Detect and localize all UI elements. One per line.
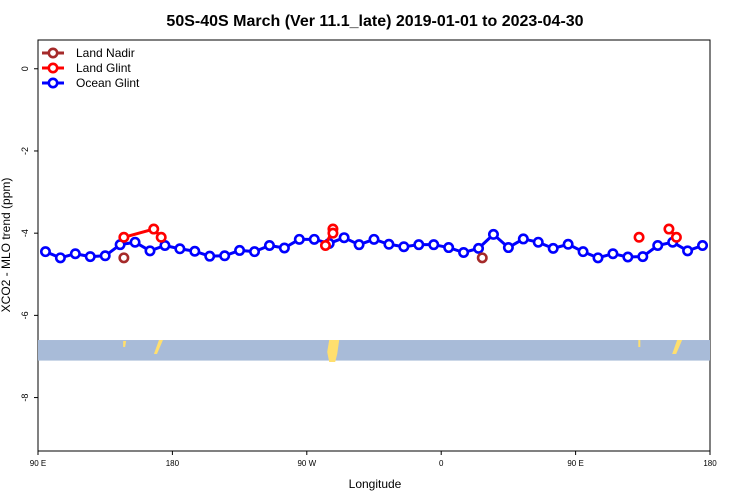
data-point-ocean-glint: [473, 242, 485, 254]
data-point-ocean-glint: [263, 240, 275, 252]
land-blob-2: [153, 340, 163, 355]
x-tick-label: 90 W: [297, 459, 316, 468]
data-point-land-glint: [633, 231, 645, 243]
data-point-ocean-glint: [99, 250, 111, 262]
plot-frame: [37, 39, 711, 452]
land-blob-3: [327, 340, 340, 363]
legend-label-ocean-glint: Ocean Glint: [76, 76, 140, 90]
data-point-land-glint: [670, 231, 682, 243]
data-point-ocean-glint: [413, 239, 425, 251]
chart-title: 50S-40S March (Ver 11.1_late) 2019-01-01…: [166, 13, 583, 30]
legend-marker-land-glint: [47, 62, 59, 74]
data-point-ocean-glint: [547, 242, 559, 254]
data-point-land-glint: [118, 231, 130, 243]
x-tick-label: 180: [166, 459, 180, 468]
y-axis: 0 -2 -4 -6 -8: [20, 66, 38, 402]
data-point-ocean-glint: [308, 233, 320, 245]
y-tick-label: -6: [20, 311, 30, 319]
data-point-ocean-glint: [293, 233, 305, 245]
data-point-land-glint: [663, 223, 675, 235]
x-axis-label: Longitude: [349, 477, 402, 491]
data-point-ocean-glint: [69, 248, 81, 260]
data-point-ocean-glint: [338, 232, 350, 244]
data-point-ocean-glint: [562, 238, 574, 250]
data-point-ocean-glint: [458, 246, 470, 258]
data-point-ocean-glint: [129, 236, 141, 248]
legend-item-ocean-glint: Ocean Glint: [42, 76, 140, 90]
data-point-land-nadir: [476, 252, 488, 264]
legend-label-land-glint: Land Glint: [76, 61, 131, 75]
data-point-ocean-glint: [398, 241, 410, 253]
data-point-ocean-glint: [234, 244, 246, 256]
data-point-ocean-glint: [219, 250, 231, 262]
land-blob-4: [638, 340, 641, 348]
series-land-glint: [118, 223, 682, 252]
data-point-ocean-glint: [144, 245, 156, 257]
data-point-land-glint: [319, 240, 331, 252]
data-point-ocean-glint: [652, 240, 664, 252]
land-blob-1: [123, 341, 127, 348]
series-ocean-glint: [39, 228, 709, 264]
x-axis: 90 E 180 90 W 0 90 E 180: [30, 451, 717, 468]
land-blobs: [123, 340, 683, 363]
data-point-ocean-glint: [443, 242, 455, 254]
data-point-ocean-glint: [607, 248, 619, 260]
legend-label-land-nadir: Land Nadir: [76, 46, 135, 60]
data-point-ocean-glint: [383, 238, 395, 250]
data-point-ocean-glint: [697, 240, 709, 252]
data-point-ocean-glint: [249, 246, 261, 258]
legend-item-land-nadir: Land Nadir: [42, 46, 135, 60]
data-point-land-glint: [155, 231, 167, 243]
data-point-ocean-glint: [622, 251, 634, 263]
legend-item-land-glint: Land Glint: [42, 61, 131, 75]
data-point-ocean-glint: [517, 233, 529, 245]
x-tick-label: 90 E: [567, 459, 583, 468]
x-tick-label: 180: [703, 459, 717, 468]
data-point-ocean-glint: [637, 251, 649, 263]
data-point-land-glint: [148, 223, 160, 235]
data-point-ocean-glint: [428, 239, 440, 251]
legend-marker-ocean-glint: [47, 77, 59, 89]
series-layer: [39, 223, 709, 264]
data-point-ocean-glint: [368, 233, 380, 245]
y-tick-label: -4: [20, 229, 30, 237]
data-point-ocean-glint: [174, 243, 186, 255]
y-tick-label: 0: [20, 66, 30, 71]
data-point-ocean-glint: [278, 242, 290, 254]
x-tick-label: 0: [439, 459, 444, 468]
land-blob-5: [672, 340, 683, 355]
data-point-land-glint: [327, 227, 339, 239]
data-point-ocean-glint: [502, 242, 514, 254]
data-point-ocean-glint: [592, 252, 604, 264]
series-land-nadir: [118, 252, 488, 264]
data-point-land-nadir: [118, 252, 130, 264]
data-point-ocean-glint: [487, 228, 499, 240]
legend-marker-land-nadir: [47, 47, 59, 59]
y-tick-label: -2: [20, 147, 30, 155]
data-point-ocean-glint: [532, 236, 544, 248]
y-tick-label: -8: [20, 394, 30, 402]
y-axis-label: XCO2 - MLO trend (ppm): [0, 178, 13, 313]
x-tick-label: 90 E: [30, 459, 46, 468]
ocean-band: [38, 340, 710, 361]
data-point-ocean-glint: [39, 246, 51, 258]
data-point-ocean-glint: [204, 250, 216, 262]
data-point-ocean-glint: [84, 251, 96, 263]
data-point-ocean-glint: [189, 245, 201, 257]
data-point-ocean-glint: [577, 246, 589, 258]
data-point-ocean-glint: [54, 252, 66, 264]
data-point-ocean-glint: [682, 245, 694, 257]
legend: Land Nadir Land Glint Ocean Glint: [42, 46, 140, 90]
land-strip: [38, 340, 710, 363]
data-point-ocean-glint: [353, 239, 365, 251]
